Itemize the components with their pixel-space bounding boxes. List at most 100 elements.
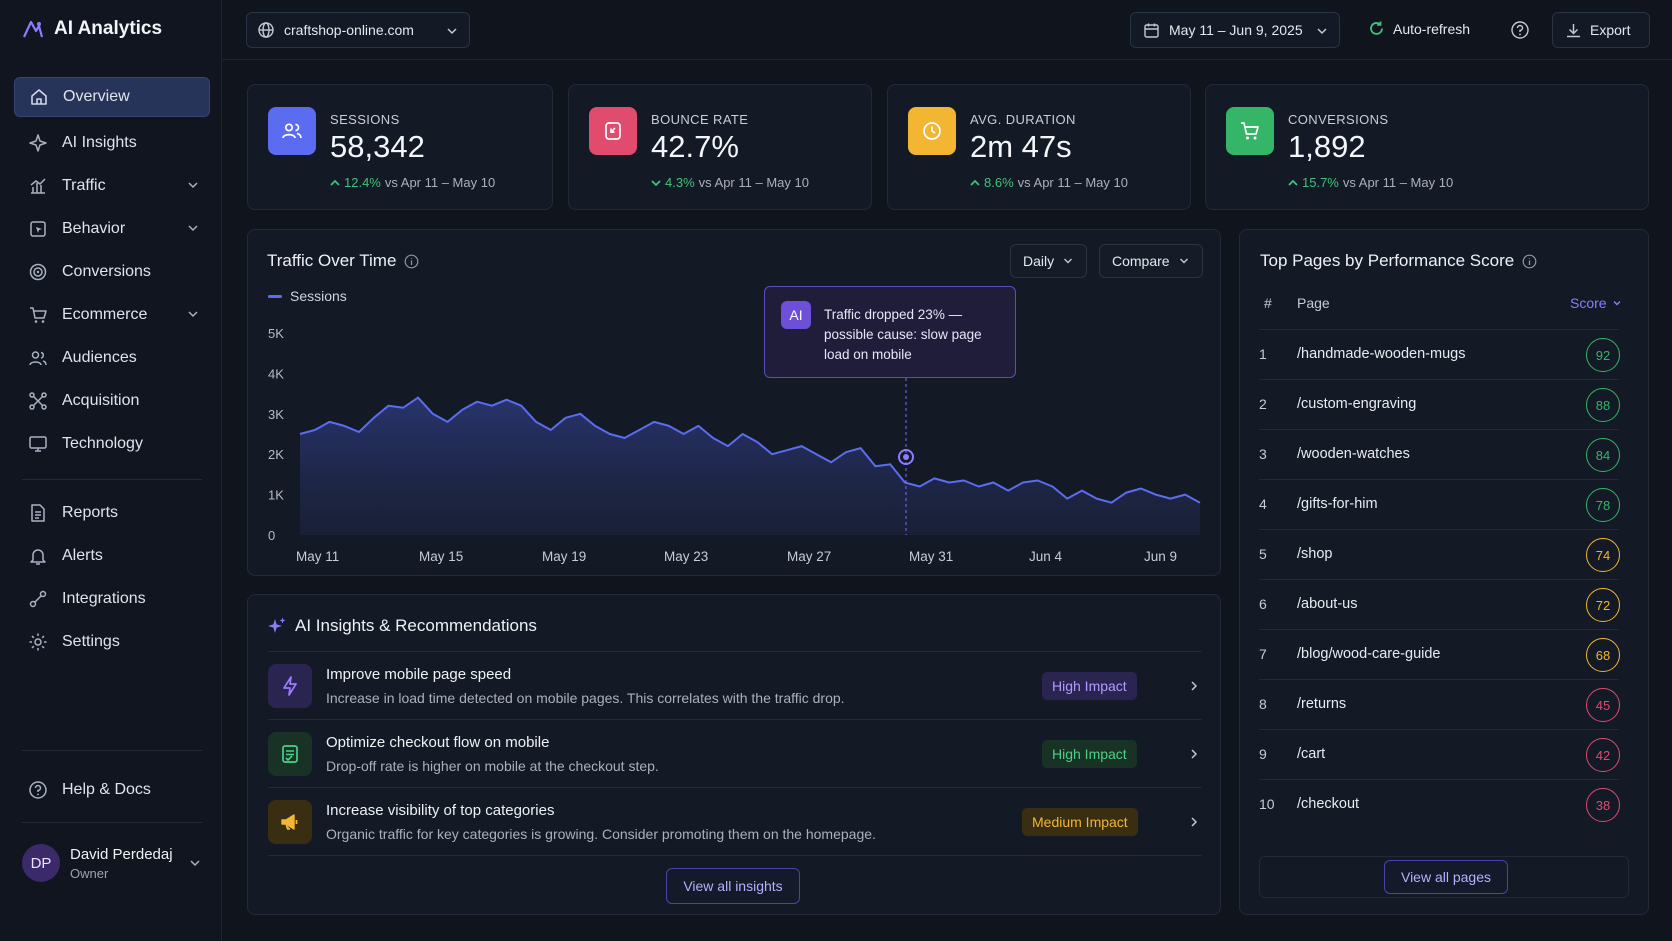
kpi-card-bounce-rate: BOUNCE RATE 42.7% 4.3% vs Apr 11 – May 1… (568, 84, 872, 210)
kpi-delta: 15.7% vs Apr 11 – May 10 (1288, 175, 1453, 190)
help-docs-label: Help & Docs (62, 781, 151, 798)
help-icon (28, 780, 48, 800)
help-docs-link[interactable]: Help & Docs (14, 770, 210, 810)
info-icon[interactable] (404, 254, 419, 269)
date-range-picker[interactable]: May 11 – Jun 9, 2025 (1130, 12, 1340, 48)
sidebar-item-conversions[interactable]: Conversions (14, 252, 210, 292)
sidebar-item-audiences[interactable]: Audiences (14, 338, 210, 378)
sidebar-item-technology[interactable]: Technology (14, 424, 210, 464)
sidebar-item-behavior[interactable]: Behavior (14, 209, 210, 249)
kpi-delta: 12.4% vs Apr 11 – May 10 (330, 175, 495, 190)
sidebar-item-label: Integrations (62, 590, 146, 607)
export-button[interactable]: Export (1552, 12, 1650, 48)
download-icon (1565, 22, 1582, 39)
cursor-icon (28, 219, 48, 239)
user-name: David Perdedaj (70, 845, 173, 863)
top-pages-title-text: Top Pages by Performance Score (1260, 251, 1515, 270)
granularity-select[interactable]: Daily (1010, 244, 1088, 278)
row-page: /gifts-for-him (1297, 496, 1378, 512)
x-tick-label: May 27 (787, 549, 831, 564)
info-icon[interactable] (1522, 254, 1537, 269)
tooltip-text: Traffic dropped 23% — possible cause: sl… (824, 307, 982, 362)
area-fill (300, 397, 1200, 535)
insight-title: Increase visibility of top categories (326, 802, 555, 819)
sidebar-item-label: Alerts (62, 547, 103, 564)
top-pages-card: Top Pages by Performance Score (1239, 229, 1649, 915)
sidebar-item-label: Acquisition (62, 392, 140, 409)
sparkle-icon (28, 133, 48, 153)
impact-badge: High Impact (1042, 740, 1137, 768)
sidebar-item-alerts[interactable]: Alerts (14, 536, 210, 576)
col-header-score[interactable]: Score (1570, 295, 1622, 311)
sidebar-item-label: Traffic (62, 177, 106, 194)
insight-row[interactable]: Optimize checkout flow on mobile Drop-of… (268, 719, 1202, 787)
table-row[interactable]: 2/custom-engraving 88 (1259, 379, 1620, 429)
y-tick-label: 4K (268, 366, 284, 381)
sidebar-item-ecommerce[interactable]: Ecommerce (14, 295, 210, 335)
x-tick-label: Jun 4 (1029, 549, 1063, 564)
auto-refresh-toggle[interactable]: Auto-refresh (1368, 20, 1470, 37)
table-row[interactable]: 4/gifts-for-him 78 (1259, 479, 1620, 529)
chevron-right-icon[interactable] (1188, 816, 1200, 828)
granularity-label: Daily (1023, 253, 1055, 269)
chevron-down-icon (1062, 255, 1074, 267)
kpi-delta-value: 12.4% (344, 175, 381, 190)
sidebar-item-acquisition[interactable]: Acquisition (14, 381, 210, 421)
arrow-up-icon (970, 178, 980, 188)
y-tick-label: 0 (268, 528, 275, 543)
chevron-right-icon[interactable] (1188, 748, 1200, 760)
date-range-label: May 11 – Jun 9, 2025 (1169, 22, 1303, 38)
chevron-right-icon[interactable] (1188, 680, 1200, 692)
view-all-insights-button[interactable]: View all insights (666, 868, 800, 904)
sidebar-divider (22, 822, 202, 823)
bar-chart-icon (28, 176, 48, 196)
insight-row[interactable]: Improve mobile page speed Increase in lo… (268, 651, 1202, 719)
insight-desc: Organic traffic for key categories is gr… (326, 826, 876, 842)
site-selector[interactable]: craftshop-online.com (246, 12, 470, 48)
row-page: /blog/wood-care-guide (1297, 646, 1441, 662)
row-num: 10 (1259, 796, 1275, 812)
insight-row[interactable]: Increase visibility of top categories Or… (268, 787, 1202, 855)
chevron-down-icon (1178, 255, 1190, 267)
arrow-up-icon (330, 178, 340, 188)
table-row[interactable]: 10/checkout 38 (1259, 779, 1620, 829)
score-badge: 74 (1586, 538, 1620, 572)
kpi-card-avg-duration: AVG. DURATION 2m 47s 8.6% vs Apr 11 – Ma… (887, 84, 1191, 210)
row-page: /cart (1297, 746, 1326, 762)
cart-icon (28, 305, 48, 325)
users-icon (28, 348, 48, 368)
row-num: 8 (1259, 696, 1267, 712)
help-icon[interactable] (1510, 20, 1530, 40)
table-row[interactable]: 3/wooden-watches 84 (1259, 429, 1620, 479)
table-row[interactable]: 8/returns 45 (1259, 679, 1620, 729)
view-all-pages-button[interactable]: View all pages (1384, 860, 1508, 894)
sidebar-item-settings[interactable]: Settings (14, 622, 210, 662)
sidebar-item-integrations[interactable]: Integrations (14, 579, 210, 619)
kpi-compare: vs Apr 11 – May 10 (1342, 175, 1454, 190)
compare-select[interactable]: Compare (1099, 244, 1203, 278)
sidebar-item-overview[interactable]: Overview (14, 77, 210, 117)
user-menu[interactable]: DP David Perdedaj Owner (22, 841, 202, 885)
row-page: /handmade-wooden-mugs (1297, 346, 1466, 362)
table-row[interactable]: 6/about-us 72 (1259, 579, 1620, 629)
table-row[interactable]: 1/handmade-wooden-mugs 92 (1259, 329, 1620, 379)
table-row[interactable]: 5/shop 74 (1259, 529, 1620, 579)
table-row[interactable]: 9/cart 42 (1259, 729, 1620, 779)
row-num: 9 (1259, 746, 1267, 762)
sidebar-item-label: Conversions (62, 263, 151, 280)
sidebar-item-reports[interactable]: Reports (14, 493, 210, 533)
gear-icon (28, 632, 48, 652)
sidebar-item-traffic[interactable]: Traffic (14, 166, 210, 206)
table-row[interactable]: 7/blog/wood-care-guide 68 (1259, 629, 1620, 679)
refresh-icon (1368, 20, 1385, 37)
row-num: 2 (1259, 396, 1267, 412)
ai-annotation-tooltip[interactable]: AI Traffic dropped 23% — possible cause:… (764, 286, 1016, 378)
insights-title-text: AI Insights & Recommendations (295, 616, 537, 635)
sidebar-item-ai-insights[interactable]: AI Insights (14, 123, 210, 163)
brand[interactable]: AI Analytics (22, 18, 162, 40)
legend-label: Sessions (290, 288, 347, 304)
row-page: /returns (1297, 696, 1347, 712)
link-icon (28, 589, 48, 609)
score-badge: 92 (1586, 338, 1620, 372)
col-header-num: # (1264, 295, 1272, 311)
